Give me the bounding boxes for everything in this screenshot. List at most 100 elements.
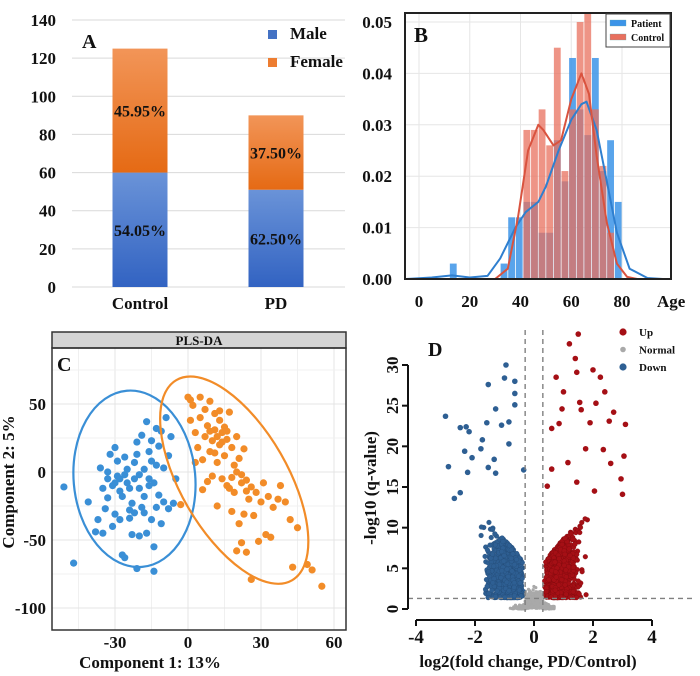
panel-b-frame	[404, 12, 672, 280]
scatter-point-control	[121, 471, 129, 479]
scatter-point-control	[126, 514, 134, 522]
panel-c-x-tick: 30	[253, 633, 270, 652]
panel-d-points	[442, 331, 629, 611]
panel-d-y-tick: 0	[383, 605, 402, 614]
scatter-point-control	[111, 510, 119, 518]
volcano-point-down	[494, 588, 500, 594]
panel-b-x-tick: 40	[512, 292, 529, 311]
scatter-point-pd	[199, 486, 207, 494]
volcano-point-down	[492, 594, 498, 600]
volcano-point-up	[579, 569, 585, 575]
legend-label-female: Female	[290, 52, 343, 71]
volcano-point-down	[482, 553, 488, 560]
volcano-point-down	[506, 588, 512, 594]
bar-data-label: 37.50%	[250, 146, 302, 163]
scatter-point-control	[111, 479, 119, 487]
volcano-point-up	[561, 562, 567, 568]
volcano-point-up	[570, 555, 576, 561]
scatter-point-control	[99, 529, 107, 537]
panel-d-x-tick: 0	[529, 627, 539, 648]
panel-b-x-tick: 0	[415, 292, 424, 311]
scatter-point-control	[99, 484, 107, 492]
scatter-point-pd	[211, 449, 219, 457]
legend-label-patient: Patient	[631, 19, 662, 30]
scatter-point-control	[118, 492, 126, 501]
volcano-point-down	[516, 573, 522, 579]
scatter-point-control	[152, 424, 160, 433]
panel-b-age-histogram: 0.00 0.01 0.02 0.03 0.04 0.05 0 20 40 60 80 Age B…	[362, 12, 686, 311]
volcano-point-down	[484, 583, 490, 589]
scatter-point-pd	[276, 482, 285, 490]
scatter-point-pd	[225, 484, 233, 492]
panel-c-y-tick: 50	[29, 395, 46, 414]
panel-c-title: PLS-DA	[176, 333, 224, 348]
volcano-point-up	[582, 554, 588, 560]
volcano-point-down	[478, 532, 484, 539]
volcano-point-up	[566, 546, 572, 552]
volcano-point-up	[597, 374, 604, 381]
scatter-point-pd	[240, 445, 248, 453]
volcano-point-up	[574, 595, 580, 601]
scatter-point-control	[150, 479, 158, 487]
scatter-point-pd	[286, 516, 294, 524]
volcano-point-up	[573, 369, 580, 376]
volcano-point-up	[574, 551, 580, 557]
scatter-point-pd	[213, 458, 221, 467]
histogram-bar-patient	[607, 140, 614, 279]
scatter-point-control	[116, 475, 124, 483]
scatter-point-control	[152, 503, 160, 511]
scatter-point-pd	[216, 416, 224, 424]
panel-a-stacked-bar-chart: 54.05% 45.95% 62.50% 37.50% 0 20 40 60 80 100 120…	[31, 11, 345, 313]
volcano-point-down	[517, 580, 523, 586]
scatter-point-pd	[213, 433, 221, 441]
volcano-point-down	[506, 441, 512, 447]
bar-female-pd	[248, 115, 304, 190]
histogram-bar-control	[546, 145, 554, 279]
volcano-point-down	[505, 574, 511, 580]
scatter-point-control	[169, 499, 177, 507]
panel-b-y-tick: 0.02	[362, 167, 392, 186]
panel-a-y-tick: 80	[39, 125, 56, 144]
panel-b-gridlines	[405, 13, 671, 280]
scatter-point-control	[135, 532, 143, 540]
volcano-point-down	[469, 454, 475, 461]
panel-a-y-tick-labels: 0 20 40 60 80 100 120 140	[31, 11, 57, 297]
scatter-point-pd	[257, 498, 265, 506]
volcano-point-down	[511, 593, 518, 599]
volcano-point-up	[563, 567, 569, 573]
panel-c-y-tick: -50	[23, 531, 46, 550]
volcano-point-up	[618, 476, 624, 482]
volcano-point-down	[463, 424, 469, 430]
volcano-point-up	[579, 519, 585, 526]
volcano-point-up	[593, 400, 599, 407]
legend-label-down: Down	[639, 362, 667, 374]
scatter-point-pd	[235, 520, 243, 528]
scatter-point-control	[101, 505, 109, 513]
histogram-bar-control	[523, 129, 531, 279]
scatter-point-control	[130, 458, 139, 467]
volcano-point-up	[587, 419, 593, 426]
panel-b-label: B	[414, 23, 428, 47]
scatter-point-pd	[203, 422, 212, 430]
scatter-point-pd	[318, 582, 326, 590]
volcano-point-up	[575, 331, 582, 337]
scatter-point-control	[160, 498, 168, 506]
panel-b-y-tick: 0.01	[362, 219, 392, 238]
volcano-point-up	[577, 529, 583, 536]
scatter-point-control	[116, 487, 124, 495]
volcano-point-down	[457, 489, 464, 496]
volcano-point-normal	[529, 605, 533, 609]
volcano-point-up	[559, 406, 565, 412]
histogram-bar-control	[599, 165, 607, 279]
scatter-point-pd	[218, 475, 226, 483]
volcano-point-up	[575, 578, 581, 584]
panel-c-x-tick: 60	[326, 633, 343, 652]
volcano-point-up	[562, 551, 568, 557]
panel-c-confidence-ellipses	[72, 375, 310, 585]
volcano-point-down	[517, 567, 523, 573]
scatter-point-pd	[230, 488, 238, 496]
scatter-point-control	[155, 491, 163, 499]
volcano-point-up	[546, 577, 552, 583]
panel-a-bars: 54.05% 45.95% 62.50% 37.50%	[112, 48, 304, 287]
kde-curve-patient	[406, 100, 663, 280]
